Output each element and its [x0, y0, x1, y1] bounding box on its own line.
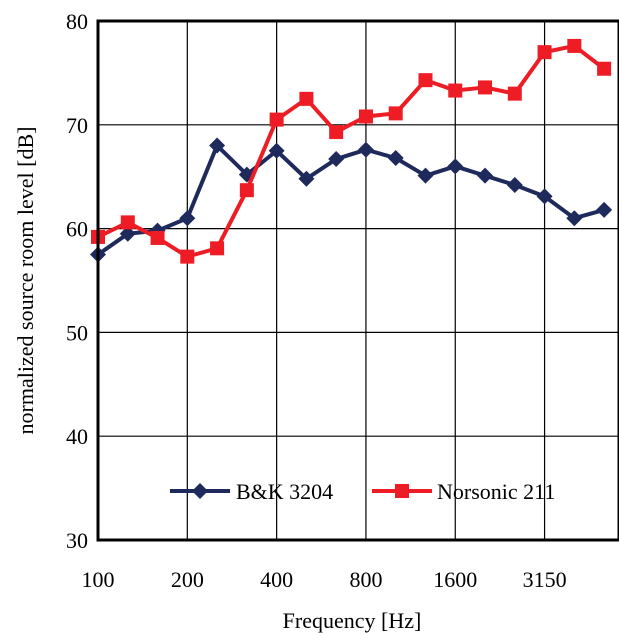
legend-marker: [192, 483, 208, 499]
data-point: [447, 158, 464, 175]
series-line: [96, 143, 605, 257]
legend: B&K 3204 Norsonic 211: [170, 479, 555, 504]
data-point: [269, 112, 284, 127]
data-point: [537, 45, 552, 60]
y-tick-label: 70: [66, 113, 88, 138]
y-tick-label: 80: [66, 9, 88, 34]
y-axis-title: normalized source room level [dB]: [13, 127, 38, 435]
series-1: [90, 137, 613, 263]
data-point: [357, 141, 374, 158]
data-point: [388, 106, 403, 121]
data-point: [119, 225, 136, 242]
grid: [98, 21, 619, 540]
x-tick-label: 100: [82, 567, 115, 592]
data-point: [210, 241, 225, 256]
legend-label: B&K 3204: [236, 479, 333, 504]
data-point: [417, 167, 434, 184]
data-point: [120, 215, 135, 230]
x-axis-title: Frequency [Hz]: [283, 608, 422, 633]
data-point: [239, 183, 254, 198]
data-point: [298, 170, 315, 187]
data-point: [209, 137, 226, 154]
x-tick-label: 400: [260, 567, 293, 592]
data-point: [180, 249, 195, 264]
data-point: [566, 210, 583, 227]
legend-marker: [395, 484, 409, 498]
data-point: [328, 151, 345, 168]
data-point: [448, 83, 463, 98]
data-point: [597, 61, 612, 76]
data-point: [478, 80, 493, 95]
data-point: [150, 230, 165, 245]
data-point: [268, 142, 285, 159]
series-2: [91, 38, 612, 264]
x-axis-ticks: 100 200 400 800 1600 3150: [82, 567, 567, 592]
y-tick-label: 40: [66, 424, 88, 449]
y-tick-label: 60: [66, 217, 88, 242]
plot-frame: [96, 19, 619, 542]
data-point: [536, 188, 553, 205]
legend-item-1: B&K 3204: [170, 479, 333, 504]
data-point: [329, 125, 344, 140]
data-point: [507, 86, 522, 101]
data-point: [358, 109, 373, 124]
x-tick-label: 200: [171, 567, 204, 592]
legend-item-2: Norsonic 211: [372, 479, 555, 504]
x-tick-label: 1600: [433, 567, 477, 592]
data-point: [596, 201, 613, 218]
x-tick-label: 3150: [523, 567, 567, 592]
legend-label: Norsonic 211: [437, 479, 555, 504]
data-point: [567, 38, 582, 53]
data-point: [506, 177, 523, 194]
data-point: [387, 150, 404, 167]
series-layer: [90, 38, 613, 264]
y-tick-label: 50: [66, 320, 88, 345]
y-axis-ticks: 30 40 50 60 70 80: [66, 9, 88, 553]
data-point: [179, 210, 196, 227]
data-point: [477, 167, 494, 184]
y-tick-label: 30: [66, 528, 88, 553]
data-point: [418, 73, 433, 88]
x-tick-label: 800: [349, 567, 382, 592]
data-point: [299, 91, 314, 106]
